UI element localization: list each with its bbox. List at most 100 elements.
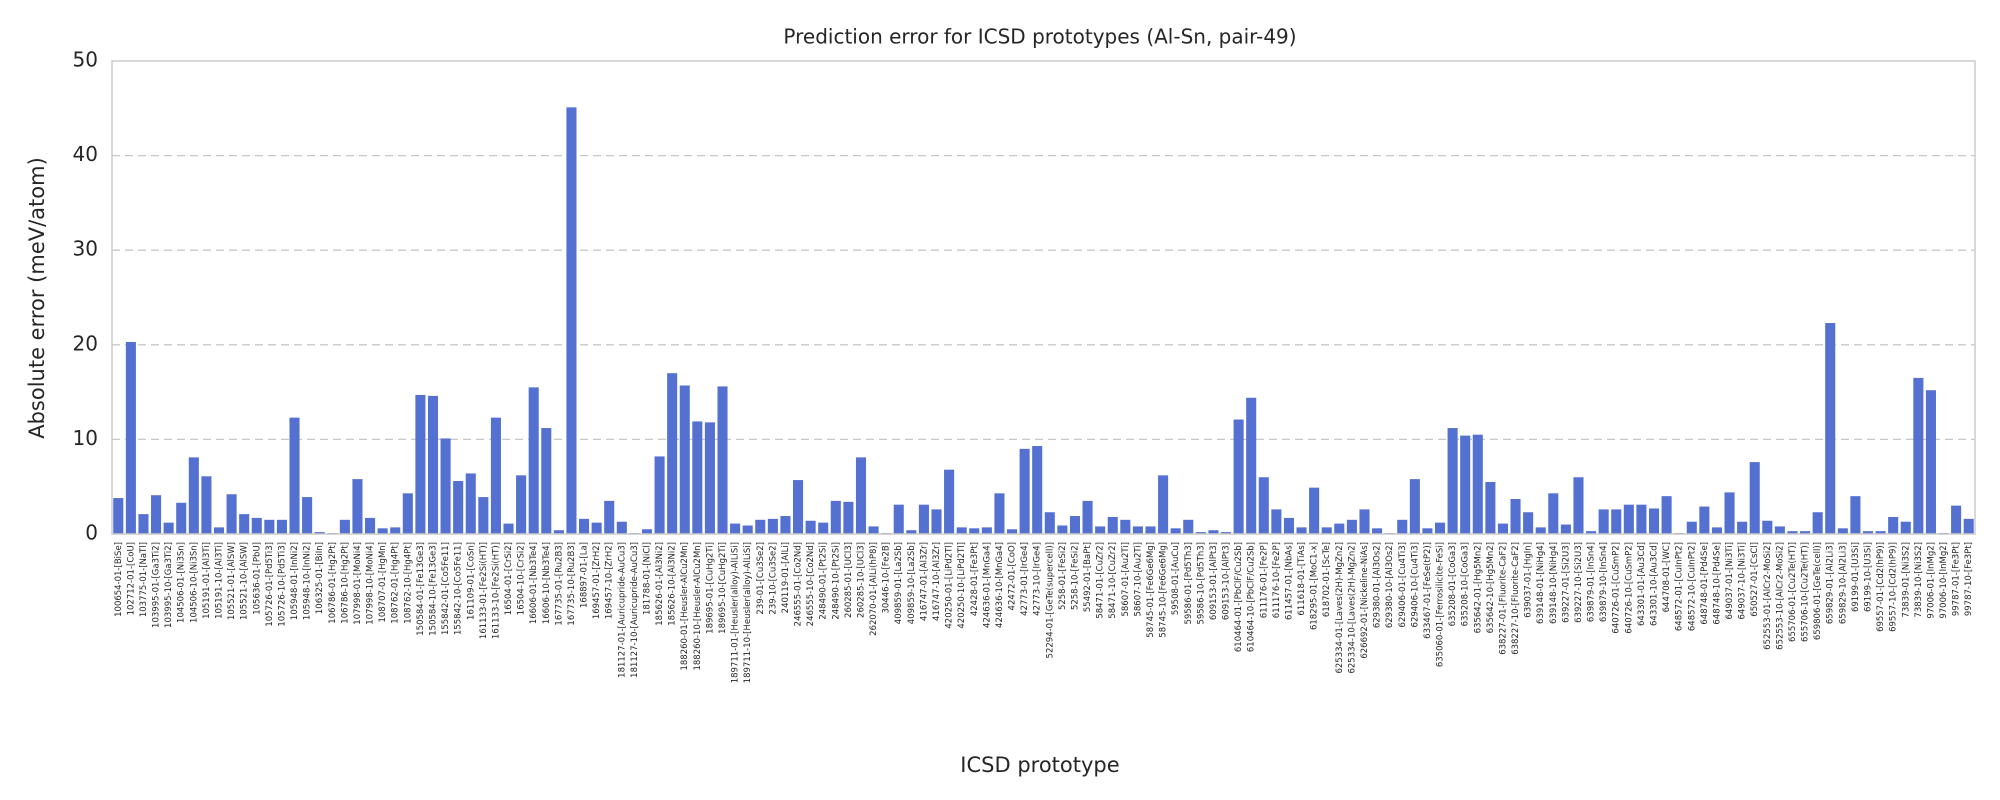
bar	[1472, 434, 1483, 534]
bar	[755, 519, 766, 534]
bar	[1913, 377, 1924, 534]
bar	[1699, 506, 1710, 534]
plot-frame	[111, 60, 1976, 535]
bar	[1321, 527, 1332, 534]
bar	[1409, 479, 1420, 534]
bar	[692, 421, 703, 534]
bar	[994, 493, 1005, 534]
bar	[226, 494, 237, 534]
x-tick-label: 629380-10-[Al3Os2]	[1385, 542, 1395, 628]
x-tick-label: 629406-10-[Cu4Ti3]	[1410, 542, 1420, 627]
x-tick-label: 635208-10-[CoGa3]	[1461, 542, 1471, 626]
bar	[1711, 527, 1722, 534]
x-axis-label: ICSD prototype	[960, 753, 1119, 777]
x-tick-label: 105191-10-[Al3Ti]	[214, 542, 224, 619]
x-tick-label: 105636-01-[PbU]	[252, 542, 262, 615]
bar	[1762, 520, 1773, 534]
x-tick-label: 107998-10-[MoNi4]	[366, 542, 376, 625]
bar	[1862, 531, 1874, 534]
bar	[1586, 531, 1597, 534]
x-tick-label: 644708-01-[WC]	[1662, 542, 1672, 612]
x-tick-label: 42472-01-[CoO]	[1008, 542, 1018, 610]
bar	[1749, 462, 1760, 534]
bar	[1397, 519, 1408, 534]
bar	[742, 525, 753, 534]
bar	[1220, 532, 1232, 534]
x-tick-label: 150584-01-[Fe13Ge3]	[416, 542, 426, 636]
x-tick-label: 611457-01-[NbAs]	[1284, 542, 1294, 620]
bar	[1107, 516, 1118, 534]
bar	[1497, 523, 1508, 534]
x-tick-label: 655706-10-[Cu2Te(HT)]	[1801, 542, 1811, 642]
x-tick-label: 69199-10-[U3Si]	[1864, 542, 1874, 612]
x-tick-label: 58745-01-[Fe6Ge6Mg]	[1146, 542, 1156, 638]
x-tick-label: 58607-10-[Au2Ti]	[1133, 542, 1143, 617]
x-tick-label: 416747-01-[Al3Zr]	[919, 542, 929, 621]
x-tick-label: 629406-01-[Cu4Ti3]	[1398, 542, 1408, 627]
x-tick-label: 105191-01-[Al3Ti]	[202, 542, 212, 619]
bar	[239, 514, 250, 534]
y-tick-label: 10	[73, 426, 98, 450]
bar	[931, 509, 942, 534]
x-tick-label: 69557-10-[Cd2(hP9)]	[1889, 542, 1899, 632]
x-tick-label: 99787-10-[Fe3Pt]	[1964, 542, 1974, 616]
x-tick-label: 161109-01-[CoSn]	[466, 542, 476, 620]
bar	[1132, 526, 1143, 534]
bar	[591, 522, 602, 534]
bar	[1271, 509, 1282, 534]
bar	[125, 341, 136, 534]
x-tick-label: 73839-01-[Ni3S2]	[1901, 542, 1911, 618]
x-tick-label: 181788-01-[NiCl]	[642, 542, 652, 615]
x-tick-label: 188260-10-[Heusler-AlCu2Mn]	[693, 542, 703, 671]
x-tick-label: 59586-10-[Pd5Th3]	[1196, 542, 1206, 625]
x-tick-label: 167735-10-[Ru2B3]	[567, 542, 577, 626]
bar	[830, 500, 841, 534]
bar	[1636, 504, 1647, 534]
bar	[478, 497, 489, 534]
bar	[1460, 435, 1471, 534]
bar	[1434, 522, 1446, 534]
x-tick-label: 105726-10-[Pd5Ti3]	[277, 542, 287, 627]
bar	[1233, 419, 1244, 534]
x-tick-label: 659829-10-[Al2Li3]	[1838, 542, 1848, 624]
bar	[1623, 504, 1634, 534]
x-tick-label: 161133-10-[Fe2Si(HT)]	[491, 542, 501, 639]
bar	[855, 457, 867, 534]
y-tick-label: 20	[73, 331, 98, 355]
bar	[956, 527, 967, 534]
x-tick-label: 102712-01-[CoU]	[126, 542, 136, 615]
x-tick-label: 625334-01-[Laves(2H)-MgZn2]	[1335, 542, 1345, 674]
bar	[1082, 500, 1093, 534]
x-tick-label: 16606-10-[Nb3Te4]	[542, 542, 552, 624]
x-tick-label: 97006-01-[InMg2]	[1926, 542, 1936, 619]
x-tick-label: 104506-01-[Ni3Sn]	[177, 542, 187, 623]
bar	[1598, 509, 1609, 534]
x-tick-label: 105948-01-[InNi2]	[290, 542, 300, 620]
x-tick-label: 55492-01-[BaPt]	[1083, 542, 1093, 612]
x-tick-label: 610464-01-[PbClF/Cu2Sb]	[1234, 542, 1244, 652]
bar	[1296, 527, 1307, 534]
bar	[528, 387, 539, 534]
x-tick-label: 155842-10-[Co5Fe11]	[454, 542, 464, 635]
x-tick-label: 69199-01-[U3Si]	[1851, 542, 1861, 612]
bar	[1888, 516, 1899, 534]
bar	[767, 518, 778, 534]
x-tick-label: 181127-01-[Auricupride-AuCu3]	[617, 542, 627, 678]
x-tick-label: 635642-10-[Hg5Mn2]	[1486, 542, 1496, 633]
bar	[1170, 528, 1181, 534]
x-tick-label: 635208-01-[CoGa3]	[1448, 542, 1458, 626]
x-tick-label: 248490-01-[Pt2Si]	[819, 542, 829, 620]
x-tick-label: 239-01-[Cu3Se2]	[756, 542, 766, 615]
y-tick-label: 30	[73, 237, 98, 261]
bar	[1145, 526, 1156, 534]
x-tick-label: 640726-01-[CuSmP2]	[1612, 542, 1622, 634]
bar	[1069, 516, 1081, 534]
bar	[893, 504, 904, 534]
bar	[163, 522, 174, 534]
x-tick-label: 108762-10-[Hg4Pt]	[403, 542, 413, 624]
x-tick-label: 103995-01-[Ga3Ti2]	[152, 542, 162, 628]
bar	[427, 395, 439, 534]
x-tick-label: 108707-01-[HgMn]	[378, 542, 388, 623]
x-tick-label: 643301-10-[Au3Cd]	[1650, 542, 1660, 626]
x-tick-label: 58471-01-[CuZr2]	[1096, 542, 1106, 619]
